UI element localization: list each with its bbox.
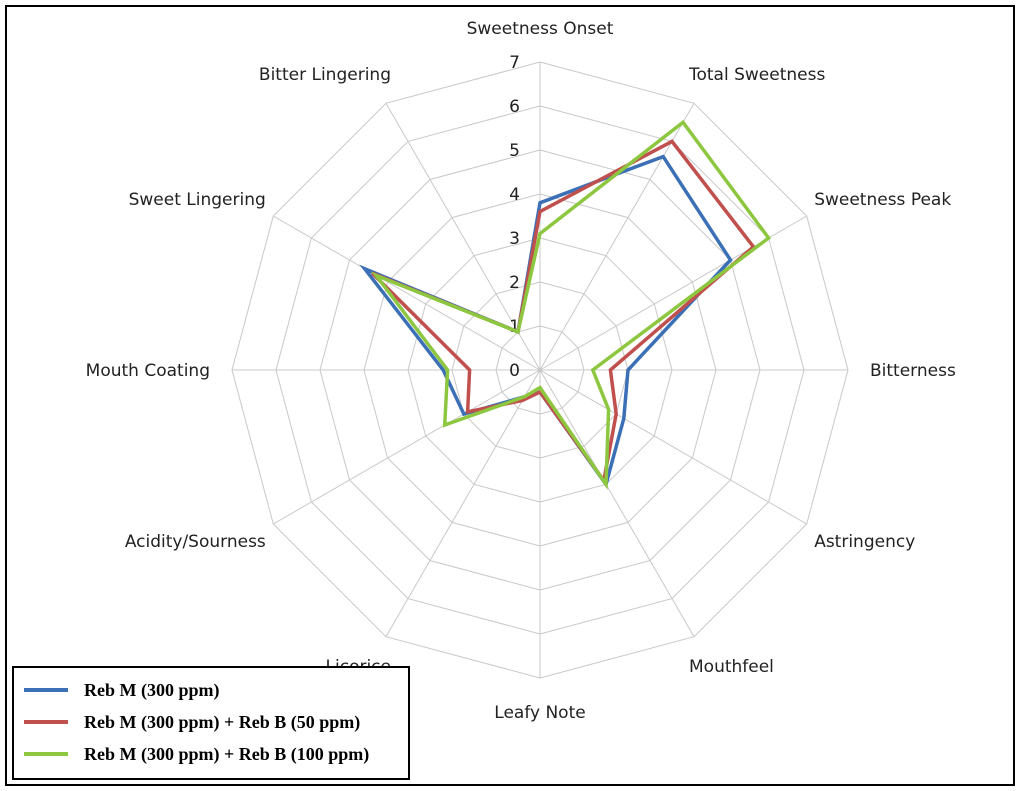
legend: Reb M (300 ppm) Reb M (300 ppm) + Reb B … <box>12 666 410 780</box>
legend-item: Reb M (300 ppm) <box>24 674 408 706</box>
tick-label: 1 <box>509 317 520 337</box>
legend-item: Reb M (300 ppm) + Reb B (100 ppm) <box>24 738 408 770</box>
legend-swatch <box>24 720 68 724</box>
axis-label: Mouth Coating <box>86 361 210 381</box>
grid-spoke <box>273 369 541 525</box>
chart-frame <box>5 5 1015 786</box>
grid-spoke <box>385 103 541 371</box>
grid-spoke <box>539 369 807 525</box>
legend-label: Reb M (300 ppm) + Reb B (50 ppm) <box>84 711 361 732</box>
axis-label: Bitter Lingering <box>259 65 391 85</box>
series-line <box>370 119 772 490</box>
tick-label: 3 <box>509 229 520 249</box>
legend-swatch <box>24 688 68 692</box>
series-line <box>371 139 756 485</box>
tick-label: 2 <box>509 273 520 293</box>
axis-label: Sweet Lingering <box>129 190 266 210</box>
axis-label: Sweetness Peak <box>814 190 951 210</box>
axis-label: Acidity/Sourness <box>125 532 266 552</box>
axis-label: Mouthfeel <box>689 657 774 677</box>
tick-label: 6 <box>509 97 520 117</box>
axis-label: Bitterness <box>870 361 956 381</box>
legend-label: Reb M (300 ppm) <box>84 679 220 700</box>
tick-label: 0 <box>509 361 520 381</box>
grid-spoke <box>273 215 541 371</box>
tick-label: 7 <box>509 53 520 73</box>
tick-label: 5 <box>509 141 520 161</box>
grid-spoke <box>385 369 541 637</box>
tick-label: 4 <box>509 185 520 205</box>
legend-item: Reb M (300 ppm) + Reb B (50 ppm) <box>24 706 408 738</box>
grid-spoke <box>539 369 695 637</box>
legend-swatch <box>24 752 68 756</box>
legend-label: Reb M (300 ppm) + Reb B (100 ppm) <box>84 743 370 764</box>
axis-label: Sweetness Onset <box>467 19 614 39</box>
axis-label: Total Sweetness <box>688 65 825 85</box>
axis-label: Astringency <box>814 532 915 552</box>
axis-label: Leafy Note <box>494 703 585 723</box>
grid-spoke <box>539 103 695 371</box>
